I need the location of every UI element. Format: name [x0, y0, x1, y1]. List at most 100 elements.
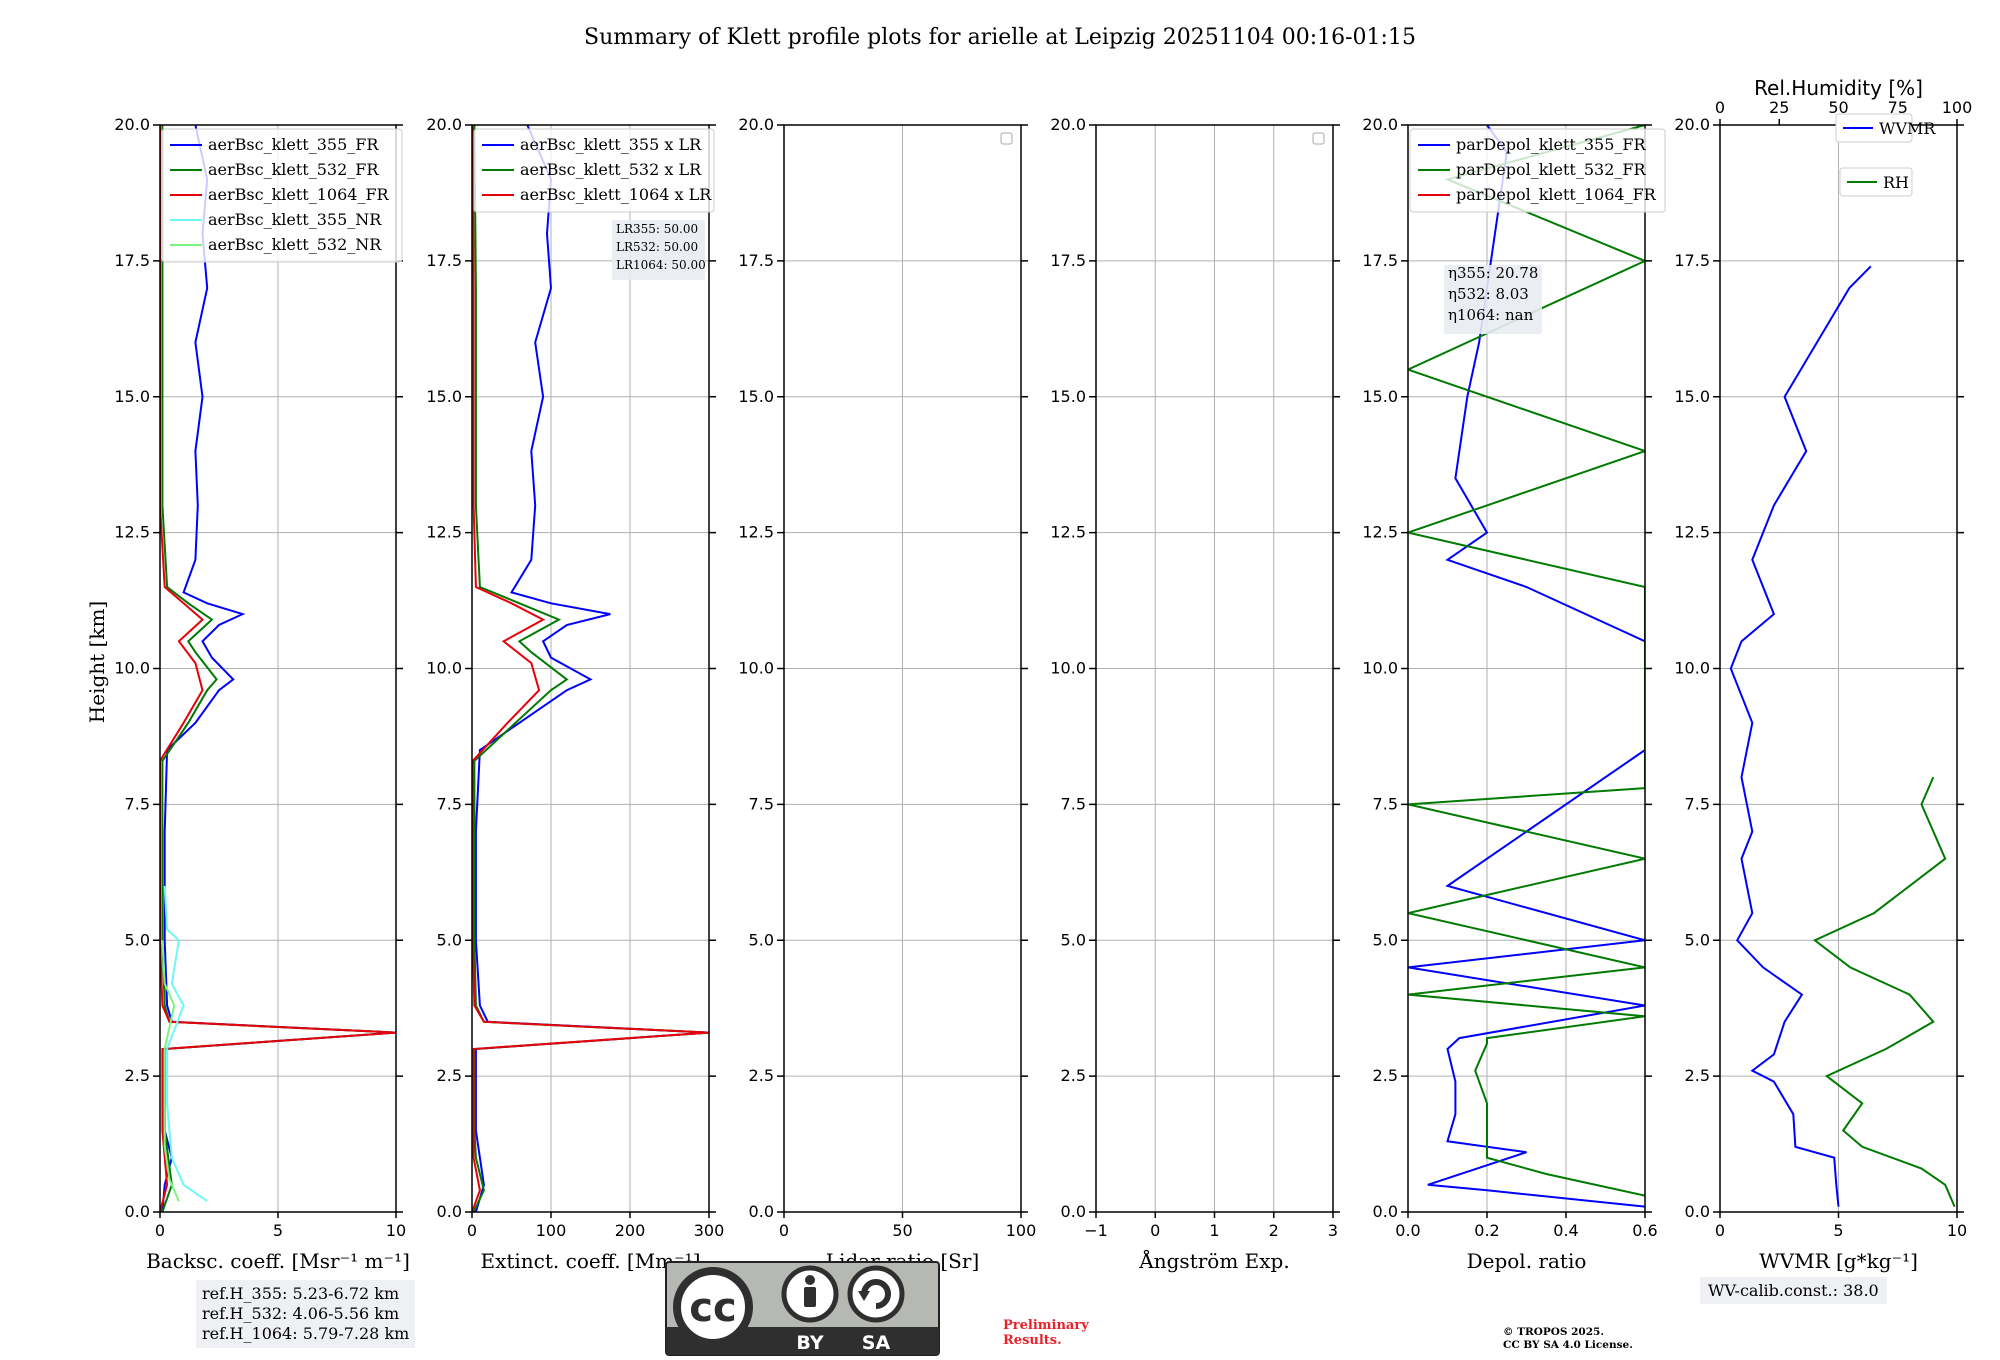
wv-calibration-box: WV-calib.const.: 38.0 — [1700, 1277, 1887, 1304]
annotation-text: η355: 20.78 — [1448, 264, 1538, 282]
legend-box — [473, 128, 715, 213]
axes-frame — [471, 124, 710, 1213]
y-tick-label: 12.5 — [1362, 523, 1398, 542]
annotation-box — [612, 220, 705, 280]
preliminary-line-1: Preliminary — [1003, 1318, 1089, 1333]
ref-height-1064: ref.H_1064: 5.79-7.28 km — [202, 1324, 410, 1343]
y-tick-label: 20.0 — [1050, 115, 1086, 134]
series-group — [160, 125, 396, 1212]
ref-heights-box: ref.H_355: 5.23-6.72 km ref.H_532: 4.06-… — [196, 1280, 416, 1348]
legend-entry: WVMR — [1835, 113, 1936, 143]
y-tick-label: 15.0 — [1362, 387, 1398, 406]
x-axis-label: Extinct. coeff. [Mm⁻¹] — [480, 1249, 700, 1273]
y-tick-label: 10.0 — [426, 659, 462, 678]
panel-angstrom: −1 0 1 2 3 0.0 2.5 5.0 7.5 10.0 12.5 15.0 17.5 20.0 Ån… — [1050, 115, 1340, 1273]
ref-height-532: ref.H_532: 4.06-5.56 km — [202, 1304, 400, 1323]
y-tick-label: 10.0 — [1050, 659, 1086, 678]
annotation-text: LR1064: 50.00 — [616, 258, 706, 272]
series-line-aerBsc_klett_1064_FR — [160, 125, 396, 1212]
y-tick-label: 0.0 — [1373, 1202, 1398, 1221]
series-group — [472, 125, 709, 1212]
x-tick-label: 0 — [1715, 1221, 1725, 1240]
y-tick-label: 7.5 — [125, 794, 150, 813]
y-tick-label: 15.0 — [114, 387, 150, 406]
y-tick-label: 15.0 — [426, 387, 462, 406]
y-tick-label: 12.5 — [738, 523, 774, 542]
y-tick-label: 7.5 — [437, 794, 462, 813]
y-tick-label: 0.0 — [749, 1202, 774, 1221]
x-tick-label: 0 — [1150, 1221, 1160, 1240]
top-tick-label: 25 — [1769, 98, 1789, 117]
series-line-aerBsc_klett_355_NR — [163, 885, 208, 1202]
copyright-line-2: CC BY SA 4.0 License. — [1503, 1339, 1633, 1351]
legend-label: RH — [1883, 173, 1909, 192]
legend-label: aerBsc_klett_355_FR — [208, 135, 379, 154]
y-tick-label: 15.0 — [1050, 387, 1086, 406]
x-tick-label: 300 — [694, 1221, 725, 1240]
annotation-box — [1444, 265, 1542, 334]
y-tick-label: 2.5 — [1685, 1066, 1710, 1085]
legend-label: aerBsc_klett_1064_FR — [208, 185, 390, 204]
panel-depol: 0.0 0.2 0.4 0.6 0.0 2.5 5.0 7.5 10.0 12.5 15.0 17.5… — [1362, 115, 1666, 1273]
top-axis-label: Rel.Humidity [%] — [1754, 76, 1923, 100]
panel-extinction: 0 100 200 300 0.0 2.5 5.0 7.5 10.0 12.5 15.0 17.5 20… — [426, 115, 724, 1273]
x-tick-label: 100 — [536, 1221, 567, 1240]
y-tick-label: 12.5 — [114, 523, 150, 542]
y-tick-label: 17.5 — [1674, 251, 1710, 270]
y-tick-label: 20.0 — [426, 115, 462, 134]
y-tick-label: 7.5 — [1061, 794, 1086, 813]
preliminary-note: Preliminary Results. — [1003, 1318, 1089, 1348]
y-tick-label: 2.5 — [749, 1066, 774, 1085]
top-tick-label: 50 — [1828, 98, 1848, 117]
y-tick-label: 10.0 — [738, 659, 774, 678]
series-line-RH — [1812, 776, 1956, 1207]
copyright-line-1: © TROPOS 2025. — [1503, 1326, 1605, 1338]
y-tick-label: 15.0 — [1674, 387, 1710, 406]
y-tick-label: 10.0 — [1362, 659, 1398, 678]
top-tick-label: 0 — [1715, 98, 1725, 117]
y-tick-label: 12.5 — [1050, 523, 1086, 542]
axes-frame — [783, 124, 1022, 1213]
x-tick-label: 0 — [155, 1221, 165, 1240]
x-tick-label: 1 — [1209, 1221, 1219, 1240]
y-tick-label: 20.0 — [1362, 115, 1398, 134]
figure-title: Summary of Klett profile plots for ariel… — [584, 25, 1416, 50]
series-group — [1408, 125, 1645, 1208]
x-tick-label: 200 — [615, 1221, 646, 1240]
panel-wvmr_rh: 0 5 10 0.0 2.5 5.0 7.5 10.0 12.5 15.0 17.5 20.0 WVMR… — [1674, 76, 1972, 1273]
x-tick-label: 0 — [467, 1221, 477, 1240]
cc-icon — [673, 1267, 753, 1347]
y-tick-label: 2.5 — [125, 1066, 150, 1085]
y-tick-label: 20.0 — [114, 115, 150, 134]
y-tick-label: 2.5 — [437, 1066, 462, 1085]
legend-label: aerBsc_klett_1064 x LR — [520, 185, 712, 204]
x-axis-label: Ångström Exp. — [1138, 1248, 1289, 1273]
y-axis-label: Height [km] — [85, 601, 109, 723]
x-axis-label: WVMR [g*kg⁻¹] — [1759, 1249, 1918, 1273]
preliminary-line-2: Results. — [1003, 1333, 1062, 1348]
y-tick-label: 17.5 — [114, 251, 150, 270]
y-tick-label: 5.0 — [749, 930, 774, 949]
annotation-text: η1064: nan — [1448, 306, 1534, 324]
x-tick-label: 50 — [892, 1221, 912, 1240]
legend-label: parDepol_klett_355_FR — [1456, 135, 1647, 154]
panel-backscatter: 0 5 10 0.0 2.5 5.0 7.5 10.0 12.5 15.0 17.5 20.0 Back… — [114, 115, 410, 1273]
legend-box — [1409, 128, 1666, 213]
x-axis-label: Depol. ratio — [1467, 1249, 1587, 1273]
top-tick-label: 75 — [1888, 98, 1908, 117]
y-tick-label: 5.0 — [125, 930, 150, 949]
y-tick-label: 10.0 — [1674, 659, 1710, 678]
y-tick-label: 17.5 — [426, 251, 462, 270]
y-tick-label: 7.5 — [749, 794, 774, 813]
y-tick-label: 17.5 — [738, 251, 774, 270]
legend-label: WVMR — [1879, 119, 1936, 138]
x-tick-label: −1 — [1084, 1221, 1108, 1240]
legend-label: aerBsc_klett_532_FR — [208, 160, 379, 179]
y-tick-label: 5.0 — [1685, 930, 1710, 949]
top-tick-label: 100 — [1942, 98, 1973, 117]
y-tick-label: 2.5 — [1373, 1066, 1398, 1085]
x-tick-label: 0.4 — [1553, 1221, 1578, 1240]
y-tick-label: 5.0 — [1373, 930, 1398, 949]
sa-icon — [847, 1265, 905, 1323]
